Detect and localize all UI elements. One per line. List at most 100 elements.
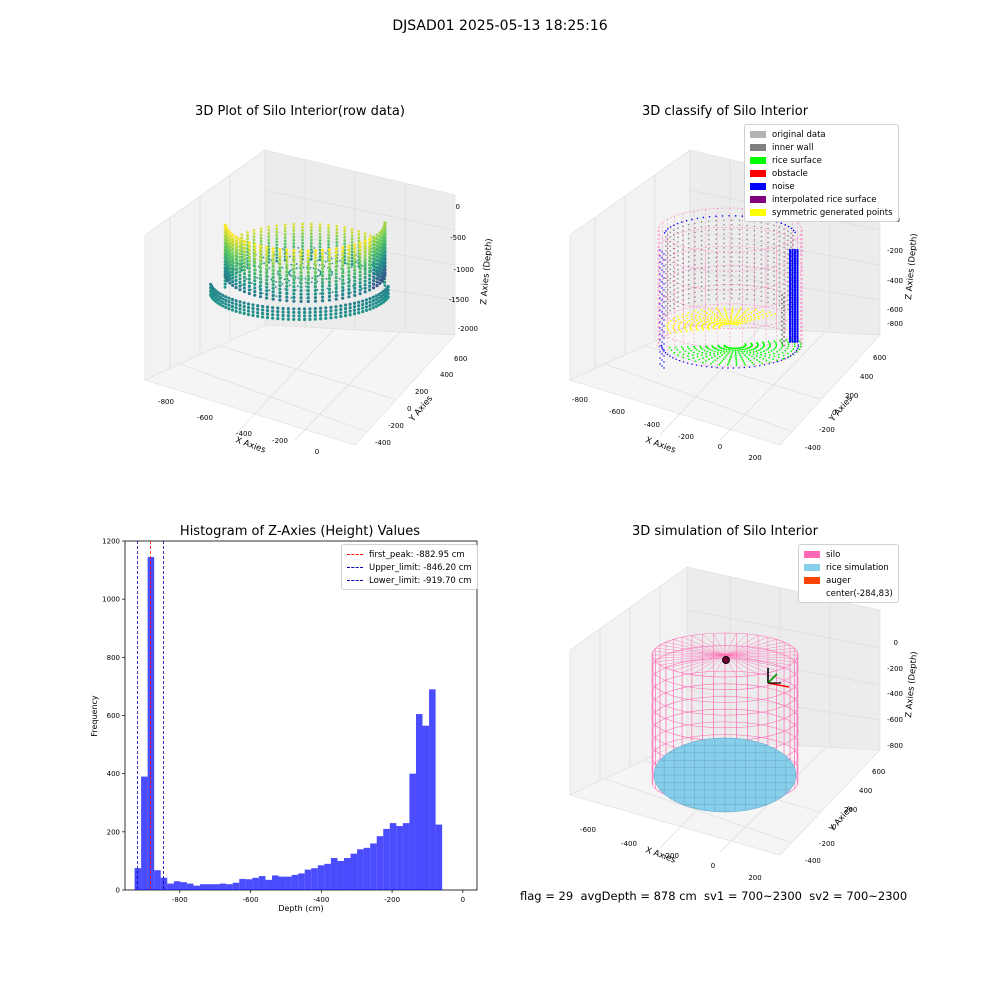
raw-point bbox=[238, 300, 242, 304]
inner-wall-point bbox=[715, 288, 718, 291]
raw-point bbox=[353, 286, 357, 290]
raw-point bbox=[238, 244, 242, 249]
rice-surface-point bbox=[670, 349, 673, 352]
inner-wall-point bbox=[760, 231, 763, 233]
inner-wall-point bbox=[694, 259, 696, 261]
noise-point bbox=[788, 271, 792, 274]
noise-point bbox=[791, 255, 794, 258]
raw-point bbox=[275, 295, 278, 298]
rice-surface-point bbox=[737, 347, 739, 350]
rice-surface-point bbox=[721, 354, 723, 356]
symmetric-point bbox=[667, 322, 670, 325]
legend-swatch bbox=[750, 209, 766, 216]
raw-point bbox=[383, 221, 387, 225]
raw-point bbox=[285, 284, 289, 288]
rice-surface-point bbox=[725, 350, 728, 353]
noise-point bbox=[681, 221, 683, 223]
raw-point bbox=[297, 314, 301, 318]
noise-point bbox=[793, 260, 797, 263]
silo-spoke bbox=[724, 641, 785, 656]
symmetric-point bbox=[753, 314, 755, 317]
raw-point bbox=[353, 254, 357, 258]
raw-point bbox=[259, 233, 263, 237]
noise-point bbox=[792, 229, 795, 232]
noise-point bbox=[788, 259, 792, 262]
symmetric-point bbox=[759, 311, 761, 314]
inner-wall-point bbox=[767, 236, 769, 239]
raw-point bbox=[302, 314, 307, 318]
raw-point bbox=[327, 255, 332, 259]
inner-wall-point bbox=[783, 331, 785, 334]
raw-point bbox=[238, 248, 242, 252]
raw-point bbox=[372, 278, 376, 283]
symmetric-point bbox=[694, 317, 697, 319]
z-tick-labels: 0-200-400-600-800 bbox=[887, 216, 903, 328]
noise-point bbox=[796, 327, 799, 330]
noise-point bbox=[763, 364, 766, 366]
raw-point bbox=[358, 288, 362, 292]
inner-wall-point bbox=[700, 244, 703, 247]
symmetric-point bbox=[757, 317, 760, 320]
inner-wall-point bbox=[715, 265, 718, 268]
rice-surface-point bbox=[709, 351, 712, 354]
noise-point bbox=[788, 286, 792, 289]
rice-surface-point bbox=[732, 347, 735, 350]
noise-point bbox=[796, 276, 799, 279]
inner-wall-point bbox=[687, 223, 690, 226]
noise-point bbox=[659, 333, 661, 335]
inner-wall-point bbox=[730, 283, 733, 286]
noise-point bbox=[791, 305, 794, 308]
legend-swatch bbox=[804, 577, 820, 584]
inner-wall-point bbox=[753, 289, 756, 292]
raw-point bbox=[299, 299, 303, 303]
x-tick-label: -400 bbox=[313, 896, 329, 904]
inner-wall-point bbox=[746, 243, 748, 245]
raw-point bbox=[256, 276, 259, 279]
noise-point bbox=[659, 267, 661, 269]
inner-wall-point bbox=[753, 230, 756, 232]
noise-point bbox=[662, 348, 664, 350]
noise-point bbox=[788, 305, 792, 308]
raw-point bbox=[371, 295, 375, 299]
inner-wall-point bbox=[767, 273, 769, 276]
noise-point bbox=[791, 340, 794, 343]
rice-surface-point bbox=[700, 346, 702, 349]
raw-point bbox=[227, 296, 231, 300]
raw-point bbox=[292, 222, 296, 226]
raw-point bbox=[242, 290, 247, 294]
rice-surface-point bbox=[760, 353, 763, 356]
noise-point bbox=[721, 215, 724, 217]
raw-point bbox=[223, 223, 227, 227]
inner-wall-point bbox=[669, 268, 672, 270]
noise-point bbox=[791, 288, 794, 291]
rice-surface-point bbox=[688, 358, 690, 361]
legend-label: auger bbox=[826, 575, 851, 586]
raw-point bbox=[274, 286, 277, 288]
symmetric-point bbox=[698, 321, 701, 324]
inner-wall-point bbox=[767, 250, 769, 253]
noise-point bbox=[791, 276, 794, 279]
x-tick-label: 0 bbox=[711, 862, 715, 870]
rice-surface-point bbox=[728, 350, 731, 353]
symmetric-point bbox=[750, 315, 752, 318]
status-text: flag = 29 avgDepth = 878 cm sv1 = 700~23… bbox=[520, 889, 908, 903]
raw-point bbox=[260, 311, 265, 316]
inner-wall-point bbox=[787, 285, 789, 288]
inner-wall-point bbox=[687, 297, 690, 300]
raw-point bbox=[271, 286, 275, 290]
rice-surface-point bbox=[696, 355, 699, 358]
noise-point bbox=[796, 279, 799, 282]
inner-wall-point bbox=[773, 302, 775, 305]
rice-surface-point bbox=[750, 348, 753, 351]
symmetric-point bbox=[735, 319, 738, 322]
raw-point bbox=[379, 301, 384, 306]
raw-point bbox=[258, 244, 263, 248]
rice-surface-point bbox=[735, 347, 738, 350]
rice-surface-point bbox=[749, 351, 752, 354]
raw-point bbox=[261, 292, 264, 295]
raw-point bbox=[265, 285, 269, 289]
raw-point bbox=[341, 282, 345, 286]
inner-wall-point bbox=[760, 235, 763, 238]
histogram-bar bbox=[154, 870, 161, 890]
rice-surface-point bbox=[734, 349, 737, 352]
